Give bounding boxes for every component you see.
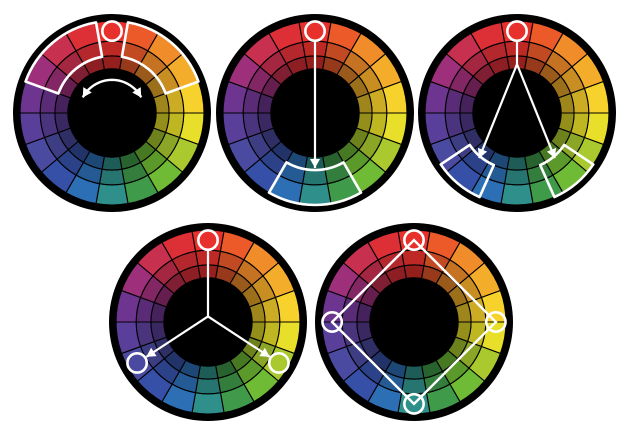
arc-arrow [82,78,142,98]
wheel-segment [403,364,425,380]
arrow-line [207,315,271,358]
arrow-head [310,159,320,169]
wheel-segment [191,229,225,252]
arrow-head [546,147,557,159]
square-connector [330,238,498,406]
wheel-segment [500,20,534,43]
selected-hue-marker [403,392,425,415]
wheel-segment [98,168,126,186]
wheel-segment [101,155,123,171]
highlighted-sector [439,143,496,199]
wheel-segment [298,183,332,206]
wheel-center [369,277,459,367]
highlighted-sector [24,21,104,95]
wheel-center [163,277,253,367]
highlighted-sector [120,21,200,95]
selected-hue-marker [321,311,344,333]
wheel-segment [194,377,222,395]
selected-hue-marker [484,311,507,333]
wheel-segment [191,392,225,415]
wheel-segment [506,155,528,171]
arrow-head [146,347,157,357]
arrow-line [478,63,519,159]
selected-hue-marker [126,351,149,374]
selected-hue-marker [267,351,290,374]
arrow-head [132,87,142,98]
arrow-line [145,315,209,358]
arrow-line [515,63,556,159]
wheel-segment [400,377,428,395]
wheel-segment [400,249,428,267]
selected-hue-marker [403,229,425,252]
wheel-segment [101,55,123,71]
complementary-wheel [216,14,414,212]
wheel-segment [403,264,425,280]
arrow-head [477,147,488,159]
highlighted-sector [267,161,363,207]
wheel-segment [95,20,129,43]
arrow-head [259,347,270,357]
arrow-head [82,87,92,98]
tetradic-square-wheel [315,223,513,421]
wheel-segment [197,364,219,380]
split-complementary-wheel [418,14,616,212]
wheel-segment [301,168,329,186]
selected-hue-marker [101,20,123,43]
highlighted-sector [538,143,595,199]
wheel-segment [95,183,129,206]
wheel-segment [98,40,126,58]
wheel-segment [500,183,534,206]
wheel-segment [503,168,531,186]
analogous-wheel [13,14,211,212]
wheel-center [472,68,562,158]
wheel-center [67,68,157,158]
wheel-segment [298,20,332,43]
triadic-wheel [109,223,307,421]
